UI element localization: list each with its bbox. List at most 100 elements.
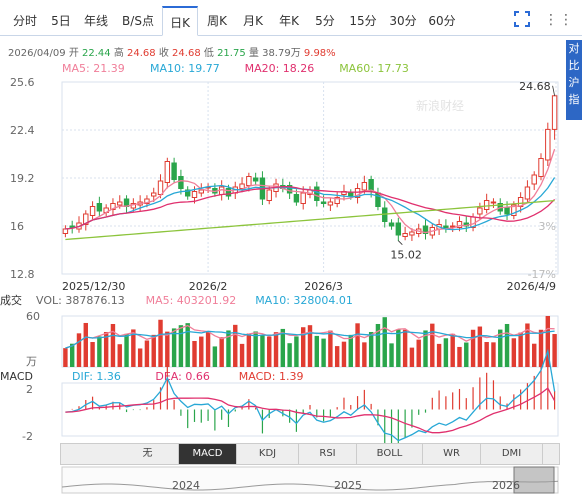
volume-legend-label: MA5: 403201.92 [146,294,237,307]
candle-body [449,225,456,228]
period-tab-6[interactable]: 月K [243,14,263,28]
macd-legend-label: MACD: 1.39 [239,370,304,383]
candle-body [198,189,204,194]
volume-bar [416,339,421,367]
volume-bar [97,336,102,367]
candle-body [246,176,252,186]
period-tab-4[interactable]: 日K [162,6,198,36]
candle-body [62,228,69,234]
volume-axis-unit: 万 [26,355,37,368]
indicator-tab-0[interactable]: 无 [117,444,179,464]
low-value: 21.75 [217,48,246,59]
indicator-tab-6[interactable]: DMI [481,444,543,464]
macd-legend-label: DIF: 1.36 [72,370,121,383]
macd-axis-top: 2 [26,383,33,396]
candle-body [545,128,551,161]
candle-body [300,192,306,204]
volume-bar [90,342,95,367]
indicator-tab-4[interactable]: BOLL [357,444,423,464]
candle-body [402,233,408,237]
volume-bar [477,326,483,367]
ma-legend-label: MA60: 17.73 [339,62,409,75]
candle-body [110,203,116,210]
volume-bar [69,343,75,367]
volume-bar [341,341,347,367]
volume-legend-label: VOL: 387876.13 [36,294,125,307]
indicator-tab-3[interactable]: RSI [299,444,357,464]
indicator-tab-2[interactable]: KDJ [237,444,299,464]
volume-bar [103,331,109,367]
candle-body [266,189,272,201]
volume-bar [504,323,510,367]
candle-body [286,185,293,194]
period-tab-2[interactable]: 年线 [83,14,108,28]
volume-bar [348,334,353,367]
candle-body [422,225,429,234]
volume-bar [450,333,455,367]
volume-bar [355,323,360,367]
candle-body [361,182,368,191]
period-tab-1[interactable]: 5日 [51,14,71,28]
low-label: 低 [203,48,214,59]
candle-body [178,176,184,189]
indicator-tab-1[interactable]: MACD [179,444,237,464]
volume-bar [307,325,313,367]
candle-body [191,191,198,198]
fullscreen-icon[interactable] [514,11,530,27]
candle-body [184,189,191,197]
candle-body [69,225,75,228]
candle-body [551,95,558,130]
kline-chart[interactable]: 25.6 22.4 19.2 16 3% 12.8 -17% 2025/12/30 2026/2… [0,0,566,500]
period-tab-11[interactable]: 60分 [428,14,456,28]
quote-info-bar: 2026/04/09 开 22.44 高 24.68 收 24.68 低 21.… [8,44,568,59]
volume-bar [491,342,496,367]
period-tab-3[interactable]: B/S点 [122,14,154,28]
volume-title: 成交 [0,293,22,307]
percent-axis-tick: 3% [539,220,556,233]
volume-bar [538,329,544,367]
candle-body [314,186,320,201]
volume-bar [511,338,517,367]
volume-axis-top: 60 [26,310,40,323]
volume-bar [294,336,299,367]
candle-body [151,192,157,197]
high-price-marker: 24.68 [519,80,551,93]
macd-dea-line [65,387,556,434]
compare-index-button[interactable]: 对比沪指 [566,40,582,120]
period-tab-9[interactable]: 15分 [349,14,377,28]
period-tab-7[interactable]: 年K [279,14,299,28]
price-axis-tick: 25.6 [10,76,35,89]
candle-body [511,204,517,216]
price-axis-tick: 16 [10,220,24,233]
candle-body [409,231,415,236]
candle-body [96,203,103,212]
candle-body [225,188,232,197]
period-tab-8[interactable]: 5分 [315,14,335,28]
indicator-tab-bar: 无 MACD KDJ RSI BOLL WR DMI [60,443,560,465]
volume-bar [260,335,265,367]
volume-bar [110,323,116,367]
period-tab-10[interactable]: 30分 [389,14,417,28]
candle-body [293,194,300,203]
volume-bar [430,323,435,367]
volume-bar [484,342,489,367]
volume-bar [63,348,68,367]
candle-body [171,162,177,180]
more-options-icon[interactable]: ⋮⋮ [544,12,574,28]
period-tab-0[interactable]: 分时 [12,14,37,28]
indicator-tab-5[interactable]: WR [423,444,481,464]
volume-bar [165,331,170,367]
watermark-text: 新浪财经 [416,98,464,113]
change-percent: 9.98% [303,48,336,59]
volume-bar [362,342,367,367]
volume-bar [498,329,503,367]
volume-bar [267,336,272,367]
period-tab-5[interactable]: 周K [207,14,227,28]
ma-legend-label: MA20: 18.26 [245,62,315,75]
high-label: 高 [113,48,124,59]
volume-bar [178,325,184,367]
volume-bar [518,332,523,367]
macd-axis-bottom: -2 [22,430,33,443]
volume-bar [158,319,163,367]
candle-body [504,207,510,215]
